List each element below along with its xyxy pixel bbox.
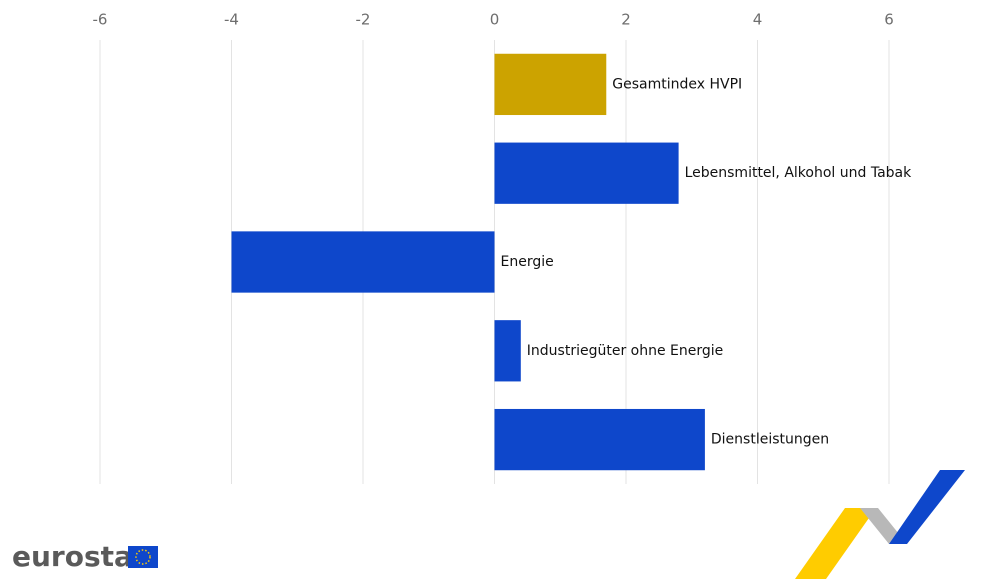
- x-tick-label: -6: [93, 11, 108, 29]
- x-tick-label: 0: [490, 11, 500, 29]
- ribbon-blue: [889, 470, 965, 544]
- bar: [494, 142, 679, 204]
- eu-flag: [128, 546, 158, 568]
- bar: [231, 231, 495, 293]
- x-tick-label: 2: [621, 11, 631, 29]
- bar-label: Energie: [501, 254, 554, 270]
- logo-text: eurostat: [12, 540, 146, 573]
- bar-label: Industriegüter ohne Energie: [527, 343, 723, 359]
- logo-decoration: eurostat: [12, 470, 965, 579]
- bar-label: Gesamtindex HVPI: [612, 76, 742, 92]
- bar: [494, 320, 521, 382]
- bar: [494, 408, 705, 471]
- x-tick-label: -4: [224, 11, 239, 29]
- ribbon-yellow: [795, 508, 876, 579]
- x-tick-label: -2: [356, 11, 371, 29]
- bar: [494, 53, 607, 116]
- eu-stars: [135, 549, 151, 565]
- x-tick-label: 4: [753, 11, 763, 29]
- x-tick-label: 6: [884, 11, 894, 29]
- bar-label: Dienstleistungen: [711, 432, 829, 448]
- bar-label: Lebensmittel, Alkohol und Tabak: [685, 165, 913, 181]
